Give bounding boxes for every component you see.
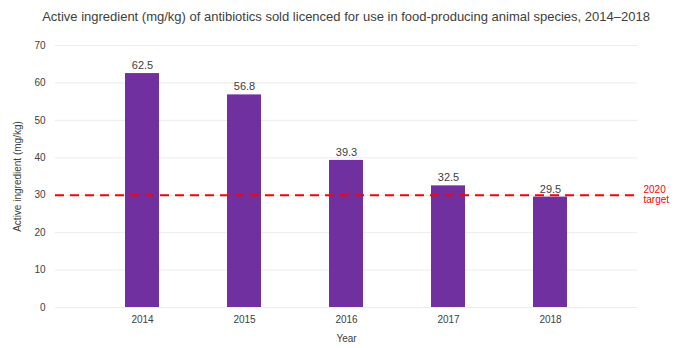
svg-text:Year: Year (336, 333, 357, 344)
svg-text:0: 0 (40, 302, 46, 313)
svg-text:2014: 2014 (131, 314, 154, 325)
svg-text:2017: 2017 (437, 314, 460, 325)
svg-text:2020target: 2020target (644, 184, 670, 205)
svg-text:Active ingredient (mg/kg): Active ingredient (mg/kg) (12, 121, 23, 232)
svg-text:50: 50 (34, 115, 46, 126)
svg-text:2018: 2018 (539, 314, 562, 325)
svg-text:20: 20 (34, 227, 46, 238)
svg-text:62.5: 62.5 (132, 59, 153, 71)
svg-text:60: 60 (34, 77, 46, 88)
svg-text:40: 40 (34, 152, 46, 163)
svg-text:32.5: 32.5 (438, 171, 459, 183)
svg-text:2015: 2015 (233, 314, 256, 325)
svg-text:39.3: 39.3 (336, 146, 357, 158)
svg-text:29.5: 29.5 (540, 183, 561, 195)
svg-text:56.8: 56.8 (234, 80, 255, 92)
html-text:Active ingredient (mg/kg) of a: Active ingredient (mg/kg) of antibiotics… (42, 9, 650, 24)
svg-text:70: 70 (34, 40, 46, 51)
svg-text:10: 10 (34, 264, 46, 275)
svg-text:2016: 2016 (335, 314, 358, 325)
svg-text:30: 30 (34, 189, 46, 200)
